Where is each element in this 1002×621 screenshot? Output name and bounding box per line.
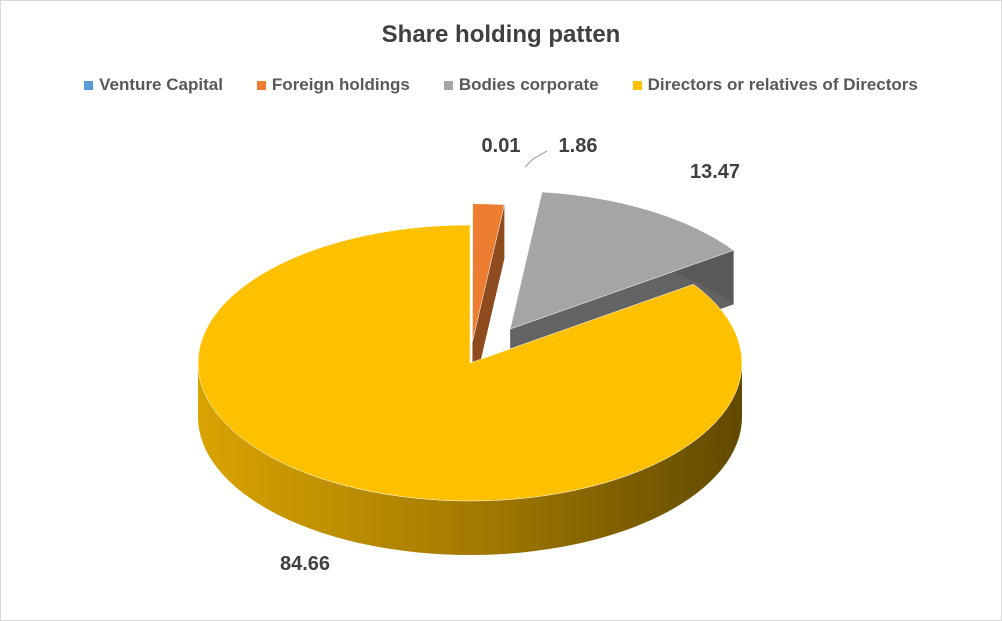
slice-bodies-corporate	[509, 191, 735, 330]
data-label-bodies-corporate: 13.47	[690, 161, 740, 183]
slice-side-directors-or-relatives-of-directors	[198, 363, 742, 555]
legend-label-foreign-holdings: Foreign holdings	[271, 75, 410, 94]
data-label-directors-or-relatives-of-directors: 84.66	[280, 553, 330, 575]
data-label-venture-capital: 0.01	[482, 135, 521, 157]
slice-wall-foreign-holdings	[472, 204, 505, 396]
leader-line-foreign-holdings	[524, 150, 548, 168]
slice-directors-or-relatives-of-directors	[197, 224, 743, 502]
legend-item-foreign-holdings: Foreign holdings	[256, 75, 410, 95]
data-label-foreign-holdings: 1.86	[559, 135, 598, 157]
legend-item-bodies-corporate: Bodies corporate	[443, 75, 599, 95]
legend-swatch-foreign-holdings	[256, 80, 266, 90]
legend-swatch-venture-capital	[84, 80, 94, 90]
legend-swatch-bodies-corporate	[443, 80, 453, 90]
legend-label-venture-capital: Venture Capital	[99, 75, 223, 94]
legend: Venture Capital Foreign holdings Bodies …	[1, 75, 1001, 95]
slice-foreign-holdings	[472, 203, 505, 342]
legend-item-venture-capital: Venture Capital	[84, 75, 223, 95]
legend-label-directors: Directors or relatives of Directors	[647, 75, 918, 94]
legend-label-bodies-corporate: Bodies corporate	[458, 75, 599, 94]
chart-title: Share holding patten	[381, 21, 621, 48]
legend-swatch-directors	[632, 80, 642, 90]
legend-item-directors: Directors or relatives of Directors	[632, 75, 918, 95]
